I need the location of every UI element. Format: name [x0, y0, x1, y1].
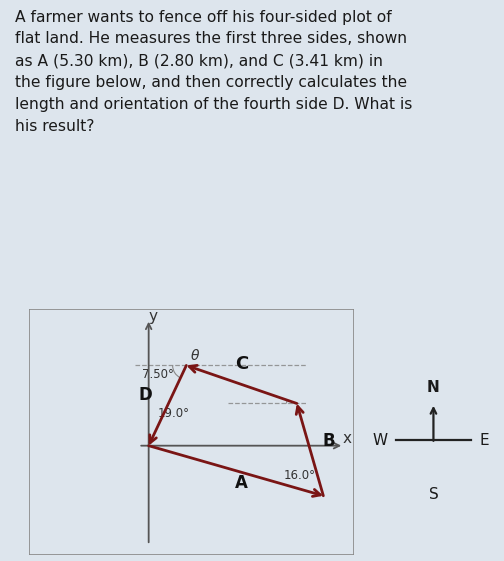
Text: A: A	[235, 474, 247, 492]
Text: C: C	[235, 355, 248, 373]
Text: D: D	[138, 387, 152, 404]
Text: A farmer wants to fence off his four-sided plot of
flat land. He measures the fi: A farmer wants to fence off his four-sid…	[15, 10, 412, 134]
Text: 7.50°: 7.50°	[142, 369, 174, 381]
Text: θ: θ	[191, 350, 199, 364]
Text: B: B	[323, 432, 335, 450]
Text: 19.0°: 19.0°	[157, 407, 189, 420]
Text: E: E	[479, 433, 489, 448]
Text: W: W	[372, 433, 388, 448]
Text: N: N	[427, 380, 440, 396]
Text: 16.0°: 16.0°	[283, 468, 316, 482]
Text: y: y	[149, 309, 158, 324]
Text: x: x	[342, 431, 351, 445]
Text: S: S	[428, 487, 438, 502]
